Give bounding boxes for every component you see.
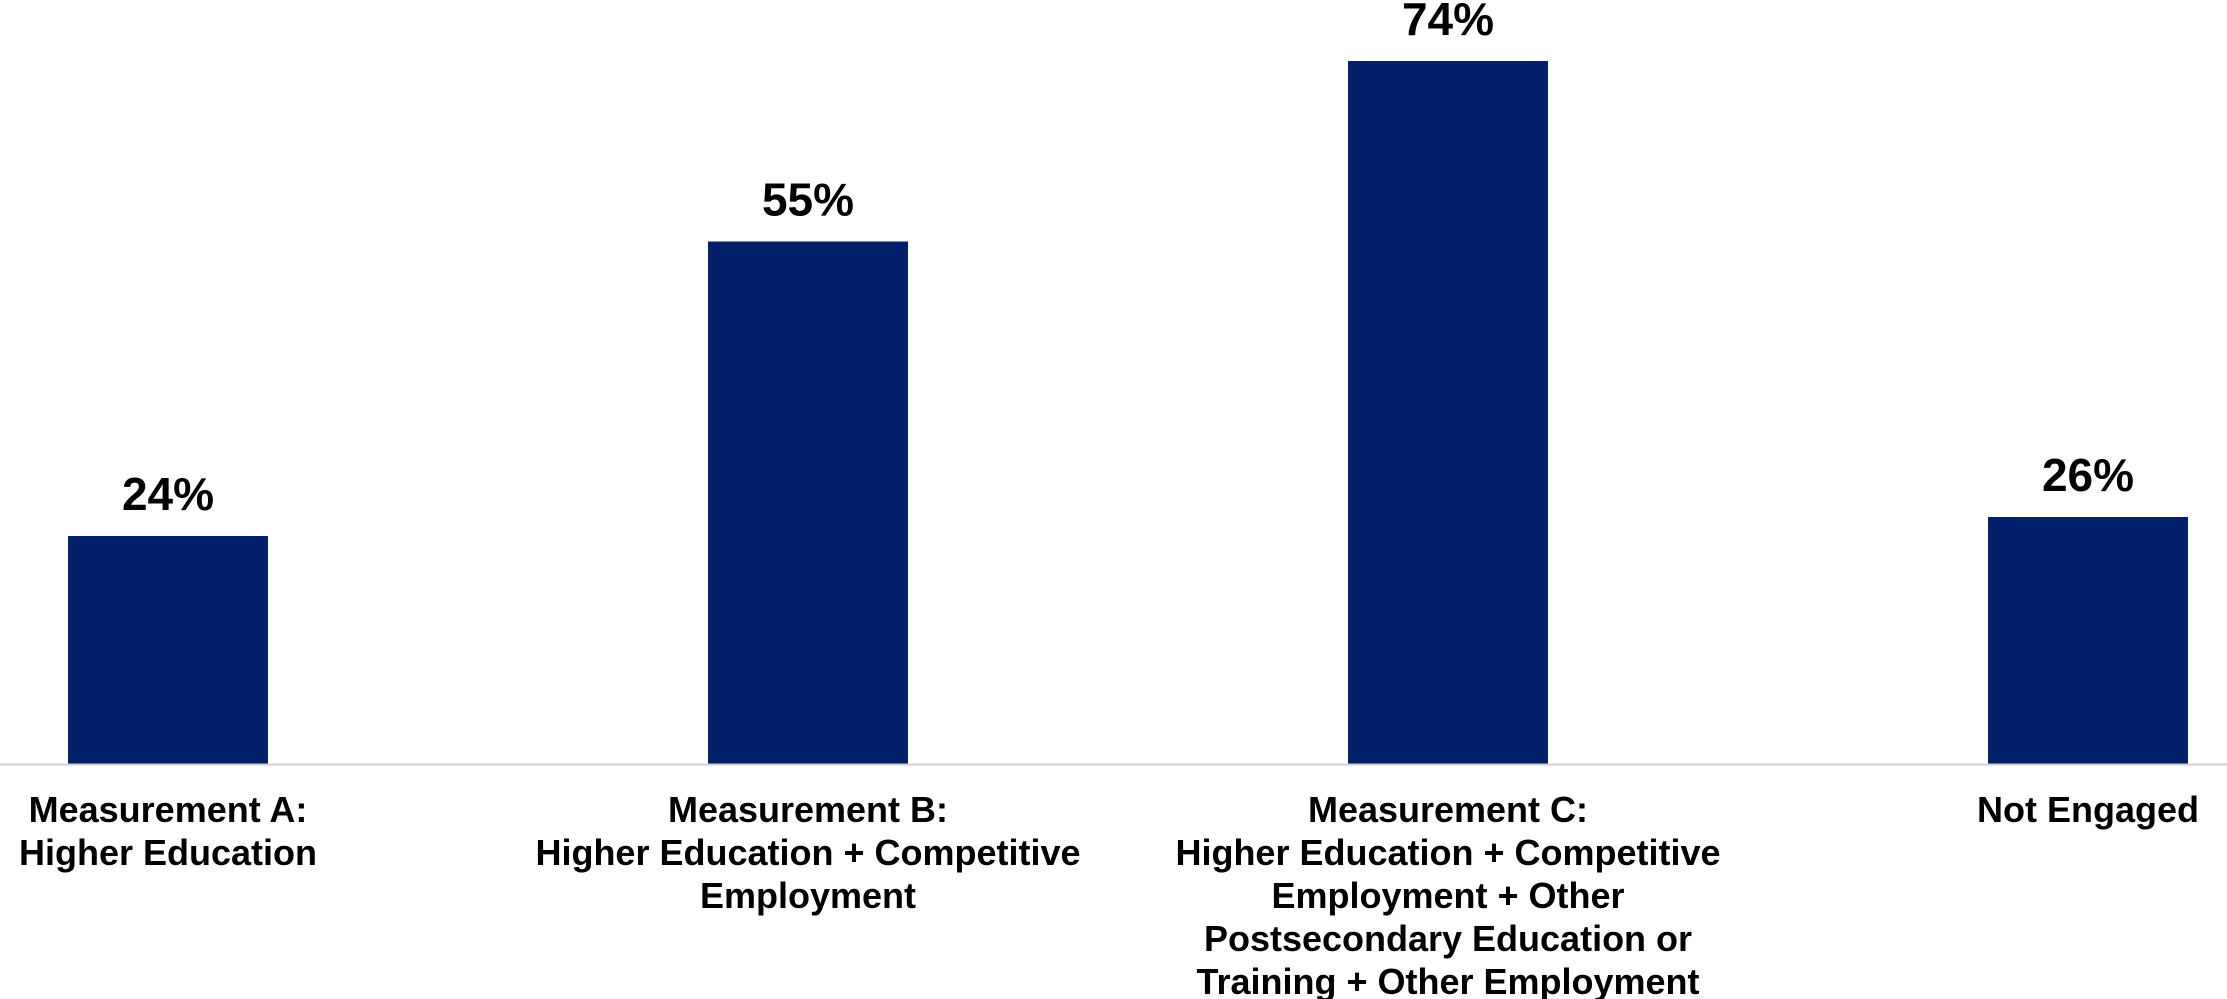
category-labels-layer: Measurement A: Higher EducationMeasuremen… bbox=[19, 789, 2199, 999]
category-label-line: Higher Education + Competitive bbox=[535, 832, 1080, 873]
bar-4 bbox=[1988, 517, 2188, 764]
bar-2 bbox=[708, 241, 908, 764]
data-labels-layer: 24% 55% 74% 26% bbox=[122, 0, 2134, 520]
category-label-4: Not Engaged bbox=[1977, 789, 2199, 830]
data-label-4: 26% bbox=[2042, 449, 2134, 501]
category-label-line: Employment + Other bbox=[1271, 875, 1624, 916]
data-label-2: 55% bbox=[762, 174, 854, 226]
category-label-line: Employment bbox=[700, 875, 916, 916]
category-label-2: Measurement B: Higher Education + Competi… bbox=[535, 789, 1080, 916]
category-label-3: Measurement C: Higher Education + Competi… bbox=[1175, 789, 1720, 999]
bar-3 bbox=[1348, 61, 1548, 764]
category-label-line: Measurement A: bbox=[29, 789, 308, 830]
data-label-1: 24% bbox=[122, 468, 214, 520]
category-label-line: Higher Education + Competitive bbox=[1175, 832, 1720, 873]
category-label-1: Measurement A: Higher Education bbox=[19, 789, 317, 873]
data-label-3: 74% bbox=[1402, 0, 1494, 45]
category-label-line: Higher Education bbox=[19, 832, 317, 873]
category-label-line: Training + Other Employment bbox=[1196, 961, 1699, 999]
category-label-line: Measurement C: bbox=[1308, 789, 1588, 830]
category-label-line: Measurement B: bbox=[668, 789, 948, 830]
category-label-line: Postsecondary Education or bbox=[1204, 918, 1692, 959]
bar-1 bbox=[68, 536, 268, 764]
bars-layer bbox=[68, 61, 2188, 764]
category-label-line: Not Engaged bbox=[1977, 789, 2199, 830]
